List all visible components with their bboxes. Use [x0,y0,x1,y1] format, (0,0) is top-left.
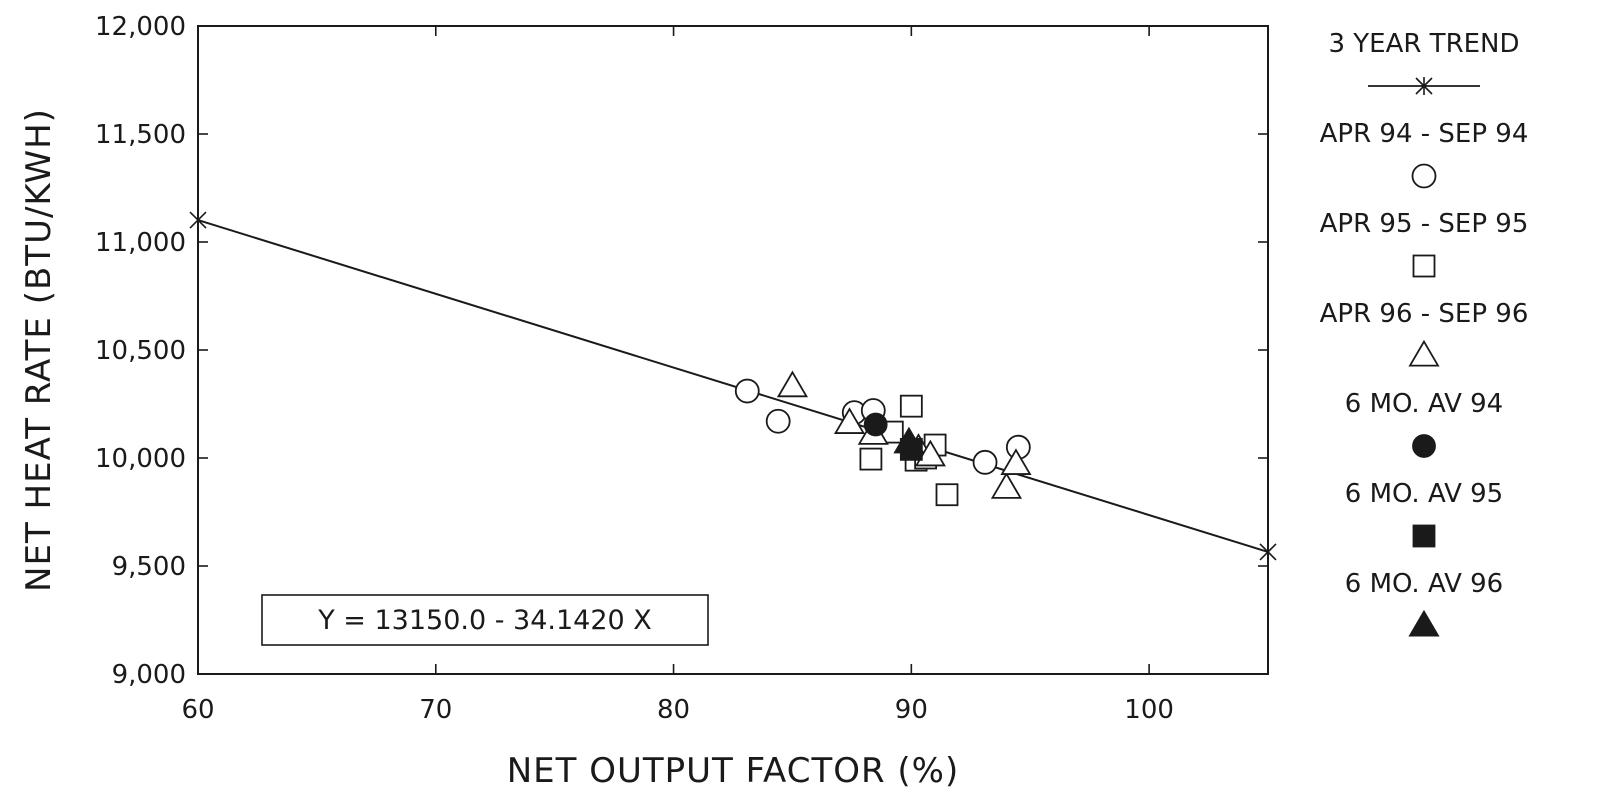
x-tick-label: 90 [895,695,928,725]
y-axis-title: NET HEAT RATE (BTU/KWH) [19,108,59,592]
legend-label-3-year-trend: 3 YEAR TREND [1328,29,1519,59]
point-apr-94-sep-94 [765,408,791,434]
y-tick-label: 10,000 [95,444,186,474]
point-apr-95-sep-95 [935,483,959,507]
x-tick-label: 100 [1124,695,1174,725]
legend-swatch-6-mo-av-94 [1412,434,1436,458]
trend-line-layer [189,211,1277,561]
point-apr-95-sep-95 [859,447,883,471]
y-axis-ticks: 9,000 9,500 10,000 10,500 11,000 11,500 12,000 [95,12,1268,690]
legend-swatch-apr-96-sep-96 [1408,339,1440,367]
legend: 3 YEAR TREND APR 94 - SEP 94 APR 95 - SEP … [1320,29,1529,637]
point-6-mo-av-94 [863,412,888,437]
legend-label-6-mo-av-94: 6 MO. AV 94 [1345,389,1503,419]
point-apr-96-sep-96 [776,370,809,398]
point-apr-96-sep-96 [1000,448,1032,475]
point-apr-96-sep-96 [990,472,1023,499]
legend-label-apr-96-sep-96: APR 96 - SEP 96 [1320,299,1529,329]
legend-swatch-apr-95-sep-95 [1412,254,1436,278]
point-apr-96-sep-96 [914,439,946,467]
y-tick-label: 12,000 [95,12,186,42]
x-axis-ticks: 60 70 80 90 100 [181,26,1174,725]
point-apr-96-sep-96 [833,407,866,434]
x-axis-title: NET OUTPUT FACTOR (%) [507,751,960,791]
legend-swatch-6-mo-av-95 [1412,524,1436,548]
legend-label-apr-94-sep-94: APR 94 - SEP 94 [1320,119,1529,149]
y-tick-label: 11,500 [95,120,186,150]
plot-frame [197,25,1269,675]
point-apr-95-sep-95 [899,394,923,418]
legend-swatch-asterisk [1415,77,1433,95]
legend-swatch-6-mo-av-96 [1408,609,1440,637]
equation-label: Y = 13150.0 - 34.1420 X [317,605,652,636]
y-tick-label: 9,500 [112,552,186,582]
trend-endpoint-marker [189,211,207,230]
trend-line [197,219,1269,553]
legend-swatch-apr-94-sep-94 [1411,163,1437,189]
y-tick-label: 11,000 [95,228,186,258]
y-tick-label: 9,000 [112,660,186,690]
legend-label-6-mo-av-96: 6 MO. AV 96 [1345,569,1503,599]
legend-label-6-mo-av-95: 6 MO. AV 95 [1345,479,1503,509]
equation-box-frame [261,594,709,646]
point-apr-94-sep-94 [972,449,998,475]
legend-label-apr-95-sep-95: APR 95 - SEP 95 [1320,209,1529,239]
point-apr-94-sep-94 [734,378,760,404]
x-tick-label: 60 [181,695,214,725]
trend-endpoint-marker [1259,542,1277,561]
data-points-layer [734,370,1032,507]
y-tick-label: 10,500 [95,336,186,366]
x-tick-label: 80 [657,695,690,725]
point-6-mo-av-96 [893,426,925,454]
x-tick-label: 70 [419,695,452,725]
equation-box: Y = 13150.0 - 34.1420 X [261,594,709,646]
